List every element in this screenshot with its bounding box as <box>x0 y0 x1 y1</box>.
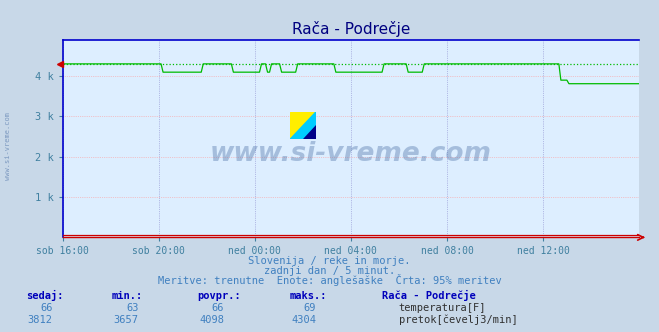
Text: 3812: 3812 <box>28 315 53 325</box>
Text: 4304: 4304 <box>291 315 316 325</box>
Text: povpr.:: povpr.: <box>198 291 241 301</box>
Text: www.si-vreme.com: www.si-vreme.com <box>210 141 492 167</box>
Text: zadnji dan / 5 minut.: zadnji dan / 5 minut. <box>264 266 395 276</box>
Title: Rača - Podrečje: Rača - Podrečje <box>292 21 410 37</box>
Text: www.si-vreme.com: www.si-vreme.com <box>5 112 11 180</box>
Polygon shape <box>290 112 316 139</box>
Polygon shape <box>290 112 316 139</box>
Text: sedaj:: sedaj: <box>26 290 64 301</box>
Text: Slovenija / reke in morje.: Slovenija / reke in morje. <box>248 256 411 266</box>
Text: 3657: 3657 <box>113 315 138 325</box>
Text: Meritve: trenutne  Enote: anglešaške  Črta: 95% meritev: Meritve: trenutne Enote: anglešaške Črta… <box>158 274 501 286</box>
Text: maks.:: maks.: <box>290 291 328 301</box>
Text: min.:: min.: <box>112 291 143 301</box>
Text: temperatura[F]: temperatura[F] <box>399 303 486 313</box>
Text: pretok[čevelj3/min]: pretok[čevelj3/min] <box>399 314 517 325</box>
Text: 66: 66 <box>212 303 224 313</box>
Text: Rača - Podrečje: Rača - Podrečje <box>382 290 476 301</box>
Text: 4098: 4098 <box>199 315 224 325</box>
Text: 69: 69 <box>304 303 316 313</box>
Polygon shape <box>303 125 316 139</box>
Text: 63: 63 <box>126 303 138 313</box>
Text: 66: 66 <box>40 303 53 313</box>
